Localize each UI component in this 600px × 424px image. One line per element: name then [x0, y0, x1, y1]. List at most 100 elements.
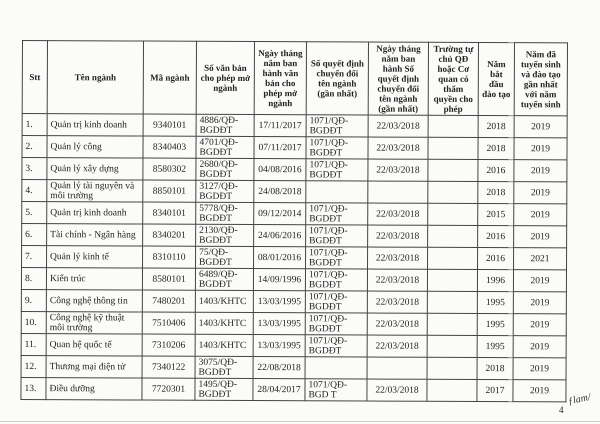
table-row: 10. Công nghệ kỹ thuật môi trường 7510406 1…: [21, 311, 567, 336]
table-cell: [427, 335, 478, 358]
table-cell: 1071/QĐ-BGD T: [304, 378, 368, 402]
table-cell: 13.: [20, 377, 47, 400]
table-cell: 1071/QĐ-BGDĐT: [305, 136, 369, 160]
table-cell: Công nghệ kỹ thuật môi trường: [46, 311, 143, 335]
table-cell: 2017: [476, 379, 514, 402]
table-cell: [427, 269, 478, 292]
table-cell: 22/03/2018: [366, 379, 428, 402]
table-cell: 75/QĐ-BGDĐT: [195, 246, 254, 269]
table-cell: [427, 181, 478, 204]
table-cell: 22/03/2018: [367, 137, 429, 160]
table-cell: 7510406: [142, 312, 196, 335]
table-cell: 2019: [513, 291, 567, 314]
table-cell: 8.: [21, 267, 47, 290]
table-cell: 3.: [21, 157, 47, 180]
table-cell: 2019: [513, 137, 568, 160]
table-cell: [427, 159, 478, 182]
table-cell: 2019: [513, 225, 567, 248]
table-cell: 4.: [21, 179, 47, 202]
column-header: Năm đã tuyển sinh và đào tạo gần nhất vớ…: [514, 42, 568, 116]
table-cell: 1071/QĐ-BGDĐT: [305, 268, 368, 292]
table-cell: 1071/QĐ-BGDĐT: [305, 334, 368, 358]
table-cell: 2019: [512, 379, 567, 402]
page-number: 4: [559, 405, 564, 415]
table-cell: 1.: [22, 113, 48, 136]
table-cell: 2019: [513, 181, 567, 204]
table-cell: 2019: [513, 269, 567, 292]
table-cell: 22/03/2018: [367, 269, 428, 292]
table-cell: 09/12/2014: [253, 202, 306, 225]
table-cell: Quản lý xây dựng: [46, 157, 143, 181]
table-cell: 1403/KHTC: [195, 290, 254, 313]
table-row: 1. Quản trị kinh doanh 9340101 4886/QĐ-BGDĐ…: [22, 113, 568, 138]
table-cell: 2016: [477, 247, 514, 270]
table-cell: 1071/QĐ-BGDĐT: [305, 202, 368, 226]
column-header: Tên ngành: [47, 40, 144, 115]
table-cell: 22/03/2018: [367, 291, 428, 314]
table-cell: 1071/QĐ-BGDĐT: [305, 224, 368, 248]
table-cell: 3127/QĐ-BGDĐT: [195, 180, 254, 203]
table-cell: [367, 357, 428, 380]
table-cell: [427, 291, 478, 314]
table-cell: 22/03/2018: [367, 335, 428, 358]
table-cell: 2019: [514, 115, 568, 138]
table-cell: 2019: [513, 159, 567, 182]
table-cell: Quan hệ quốc tế: [46, 333, 143, 357]
table-cell: 13/03/1995: [253, 334, 306, 357]
table-cell: [305, 180, 368, 204]
column-header: Mã ngành: [143, 41, 197, 115]
table-row: 12. Thương mại điện tử 7340122 3075/QĐ-BGDĐ…: [21, 355, 567, 380]
table-cell: 2019: [513, 313, 567, 336]
table-cell: 13/03/1995: [253, 290, 306, 313]
table-cell: 22/08/2018: [253, 356, 306, 379]
table-cell: 3075/QĐ-BGDĐT: [195, 356, 254, 379]
table-cell: 1995: [477, 291, 514, 314]
table-cell: 1403/KHTC: [195, 312, 254, 335]
table-cell: Tài chính - Ngân hàng: [46, 223, 143, 247]
table-cell: [427, 203, 478, 226]
column-header: Trường tự chủ QĐ hoặc Cơ quan có thẩm qu…: [428, 42, 479, 116]
table-cell: 1495/QĐ-BGDĐT: [194, 378, 254, 401]
table-cell: 1071/QĐ-BGDĐT: [306, 114, 369, 138]
table-cell: 10.: [21, 311, 47, 334]
table-row: 3. Quản lý xây dựng 8580302 2680/QĐ-BGDĐT 04…: [21, 157, 567, 182]
table-cell: 8580101: [142, 268, 196, 291]
table-cell: [427, 313, 478, 336]
table-cell: 4701/QĐ-BGDĐT: [195, 136, 255, 159]
table-cell: 24/06/2016: [253, 224, 306, 247]
table-cell: [427, 137, 479, 160]
table-cell: 22/03/2018: [368, 115, 429, 138]
table-cell: [427, 247, 478, 270]
table-cell: 2.: [21, 135, 48, 158]
scan-edge: [0, 421, 600, 422]
table-cell: Quản trị kinh doanh: [46, 201, 143, 225]
table-cell: 1995: [477, 335, 514, 358]
table-cell: 2019: [513, 357, 567, 380]
table-cell: Quản lý công: [46, 135, 144, 159]
table-cell: 04/08/2016: [253, 158, 306, 181]
table-cell: 13/03/1995: [253, 312, 306, 335]
table-cell: 07/11/2017: [253, 136, 307, 159]
program-table: Stt Tên ngành Mã ngành Số văn bản cho phép …: [20, 40, 568, 402]
column-header: Năm bắt đầu đào tạo: [478, 42, 515, 116]
header-row: Stt Tên ngành Mã ngành Số văn bản cho phép …: [22, 40, 568, 116]
table-cell: Kiến trúc: [46, 267, 143, 291]
table-cell: 6489/QĐ-BGDĐT: [195, 268, 254, 291]
table-cell: 2016: [477, 159, 514, 182]
table-row: 4. Quản lý tài nguyên và môi trường 885010…: [21, 179, 567, 204]
table-cell: 9.: [21, 289, 47, 312]
table-cell: 7.: [21, 245, 47, 268]
table-cell: 9340101: [143, 114, 197, 137]
table-cell: 14/09/1996: [253, 268, 306, 291]
table-cell: 2130/QĐ-BGDĐT: [195, 224, 254, 247]
table-cell: 7720301: [141, 378, 196, 401]
table-cell: 1071/QĐ-BGDĐT: [305, 246, 368, 270]
table-row: 8. Kiến trúc 8580101 6489/QĐ-BGDĐT 14/09/199…: [21, 267, 567, 292]
table-cell: 7480201: [142, 290, 196, 313]
table-cell: 11.: [21, 333, 47, 356]
table-cell: 12.: [21, 355, 47, 378]
table-cell: 7340122: [142, 356, 196, 379]
table-cell: 8310110: [142, 246, 196, 269]
table-cell: 22/03/2018: [367, 313, 428, 336]
table-cell: Quản trị kinh doanh: [47, 113, 144, 137]
